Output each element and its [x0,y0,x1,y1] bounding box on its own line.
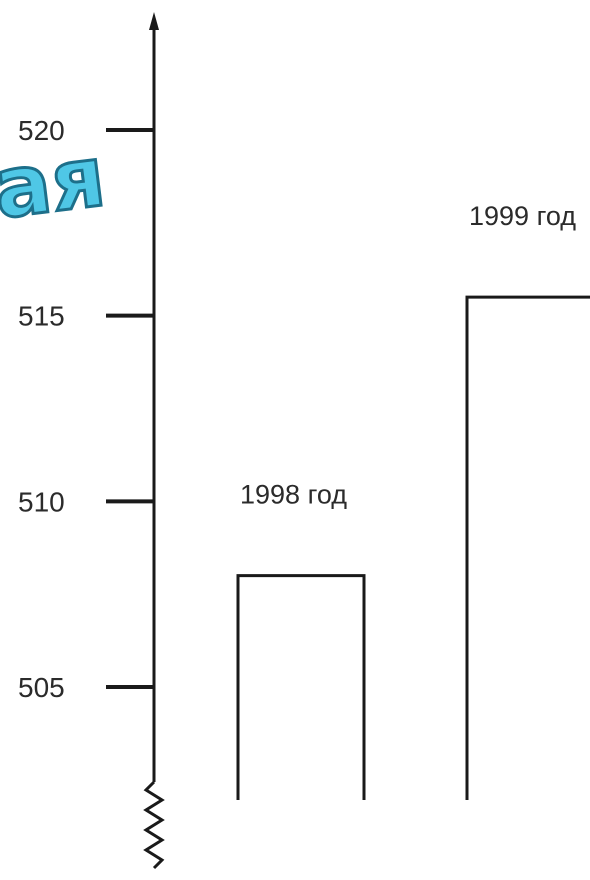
y-tick-label: 520 [18,115,65,146]
overlay-text: ая [0,127,110,238]
y-axis-ticks: 505 510 515 520 [18,115,154,703]
bar-1 [465,295,590,800]
bar-0 [236,574,366,800]
bar-label: 1999 год [469,201,576,231]
y-axis-arrow-icon [149,12,159,30]
y-tick-label: 515 [18,301,65,332]
bar-label: 1998 год [240,480,347,510]
axis-break-icon [143,780,165,870]
y-tick-label: 505 [18,672,65,703]
y-tick-label: 510 [18,486,65,517]
bars: 1998 год 1999 год [236,201,590,800]
